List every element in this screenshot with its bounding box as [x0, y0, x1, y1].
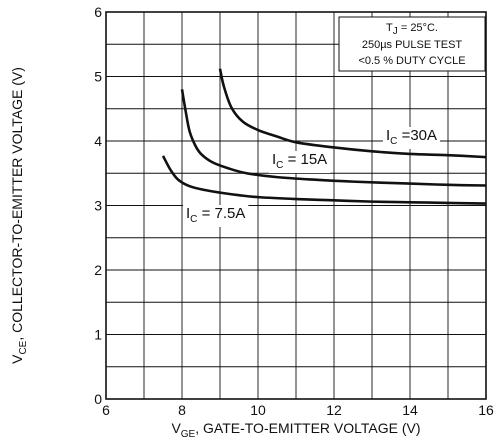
- curve-label-bg-ic-15a: [269, 151, 331, 173]
- conditions-junction-temp: TJ = 25°C.: [386, 22, 438, 37]
- x-tick-label: 10: [250, 402, 266, 418]
- plot-frame: [105, 11, 487, 400]
- conditions-pulse-test: 250µs PULSE TEST: [362, 39, 463, 51]
- curve-labels: IC =30A IC = 15A IC = 7.5A: [183, 127, 441, 227]
- series-line-0: [161, 155, 487, 205]
- conditions-box: TJ = 25°C. 250µs PULSE TEST <0.5 % DUTY …: [338, 16, 486, 72]
- series-line-2: [218, 68, 487, 159]
- y-tick-label: 5: [94, 69, 102, 85]
- y-tick-label: 3: [94, 198, 102, 214]
- y-tick-label: 4: [94, 133, 102, 149]
- x-axis-title: VGE, GATE-TO-EMITTER VOLTAGE (V): [171, 420, 420, 440]
- x-tick-label: 6: [102, 402, 110, 418]
- conditions-box-border: [338, 16, 486, 72]
- curve-label-bg-ic-7-5a: [183, 205, 249, 227]
- y-axis-title: VCE, COLLECTOR-TO-EMITTER VOLTAGE (V): [9, 67, 29, 364]
- x-tick-label: 16: [478, 402, 494, 418]
- curve-label-bg-ic-30a: [383, 127, 441, 149]
- y-tick-label: 1: [94, 327, 102, 343]
- curve-label-ic-7-5a: IC = 7.5A: [186, 205, 245, 225]
- curve-label-ic-15a: IC = 15A: [272, 151, 327, 171]
- y-tick-label: 6: [94, 4, 102, 20]
- x-tick-label: 12: [326, 402, 342, 418]
- series-line-1: [180, 89, 487, 187]
- conditions-duty-cycle: <0.5 % DUTY CYCLE: [358, 55, 465, 67]
- y-tick-label: 0: [94, 391, 102, 407]
- series-lines: [161, 68, 487, 205]
- x-tick-label: 8: [178, 402, 186, 418]
- y-tick-label: 2: [94, 262, 102, 278]
- curve-label-ic-30a: IC =30A: [386, 127, 437, 147]
- x-tick-label: 14: [402, 402, 418, 418]
